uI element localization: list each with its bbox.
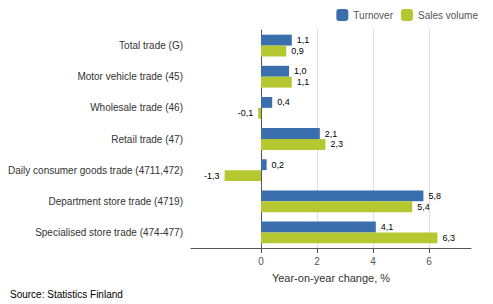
svg-text:Sales volume: Sales volume xyxy=(418,10,478,21)
svg-text:0,9: 0,9 xyxy=(291,46,304,56)
svg-text:-1,3: -1,3 xyxy=(204,171,220,181)
svg-text:Daily consumer goods trade (47: Daily consumer goods trade (4711,472) xyxy=(8,165,183,176)
svg-text:0,4: 0,4 xyxy=(277,97,290,107)
svg-text:-0,1: -0,1 xyxy=(238,108,254,118)
svg-text:Year-on-year change, %: Year-on-year change, % xyxy=(272,272,390,284)
svg-text:6: 6 xyxy=(426,256,432,267)
svg-text:2: 2 xyxy=(314,256,320,267)
svg-text:1,0: 1,0 xyxy=(294,66,307,76)
svg-text:1,1: 1,1 xyxy=(297,35,310,45)
svg-text:4,1: 4,1 xyxy=(381,222,394,232)
svg-text:5,8: 5,8 xyxy=(428,191,441,201)
svg-text:2,1: 2,1 xyxy=(325,129,338,139)
svg-text:6,3: 6,3 xyxy=(442,233,455,243)
svg-text:Specialised store trade (474-4: Specialised store trade (474-477) xyxy=(35,227,183,238)
svg-text:Retail trade (47): Retail trade (47) xyxy=(111,134,183,145)
svg-text:Motor vehicle trade (45): Motor vehicle trade (45) xyxy=(77,71,183,82)
svg-text:0: 0 xyxy=(258,256,264,267)
svg-text:2,3: 2,3 xyxy=(330,139,343,149)
svg-text:Turnover: Turnover xyxy=(353,10,393,21)
svg-text:Wholesale trade (46): Wholesale trade (46) xyxy=(90,102,183,113)
svg-text:5,4: 5,4 xyxy=(417,202,430,212)
svg-text:Total trade (G): Total trade (G) xyxy=(119,40,183,51)
svg-text:4: 4 xyxy=(370,256,376,267)
svg-text:1,1: 1,1 xyxy=(297,77,310,87)
svg-text:Source: Statistics Finland: Source: Statistics Finland xyxy=(10,289,123,300)
svg-text:Department store trade (4719): Department store trade (4719) xyxy=(48,196,183,207)
svg-text:0,2: 0,2 xyxy=(272,160,285,170)
